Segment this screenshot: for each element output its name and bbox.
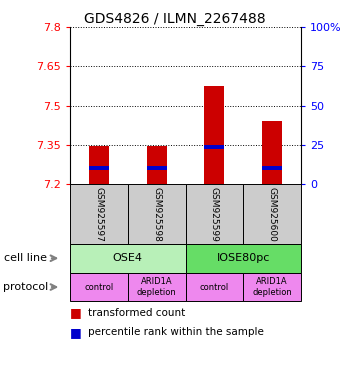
Bar (262, 121, 282, 184)
Text: GSM925600: GSM925600 (268, 187, 276, 242)
Text: control: control (84, 283, 113, 291)
Text: cell line: cell line (4, 253, 47, 263)
Text: OSE4: OSE4 (113, 253, 143, 263)
Text: GSM925598: GSM925598 (152, 187, 161, 242)
Bar (204, 86, 224, 184)
Text: ARID1A
depletion: ARID1A depletion (252, 277, 292, 297)
Text: GDS4826 / ILMN_2267488: GDS4826 / ILMN_2267488 (84, 12, 266, 25)
Text: transformed count: transformed count (88, 308, 185, 318)
Bar (147, 146, 167, 184)
Text: ■: ■ (70, 306, 82, 319)
Bar (262, 166, 282, 170)
Text: GSM925597: GSM925597 (94, 187, 103, 242)
Text: control: control (200, 283, 229, 291)
Bar (89, 146, 109, 184)
Text: GSM925599: GSM925599 (210, 187, 219, 242)
Bar (147, 166, 167, 170)
Text: ARID1A
depletion: ARID1A depletion (137, 277, 176, 297)
Bar (204, 145, 224, 149)
Text: percentile rank within the sample: percentile rank within the sample (88, 327, 263, 337)
Text: IOSE80pc: IOSE80pc (217, 253, 270, 263)
Bar (89, 166, 109, 170)
Text: ■: ■ (70, 326, 82, 339)
Text: protocol: protocol (4, 282, 49, 292)
